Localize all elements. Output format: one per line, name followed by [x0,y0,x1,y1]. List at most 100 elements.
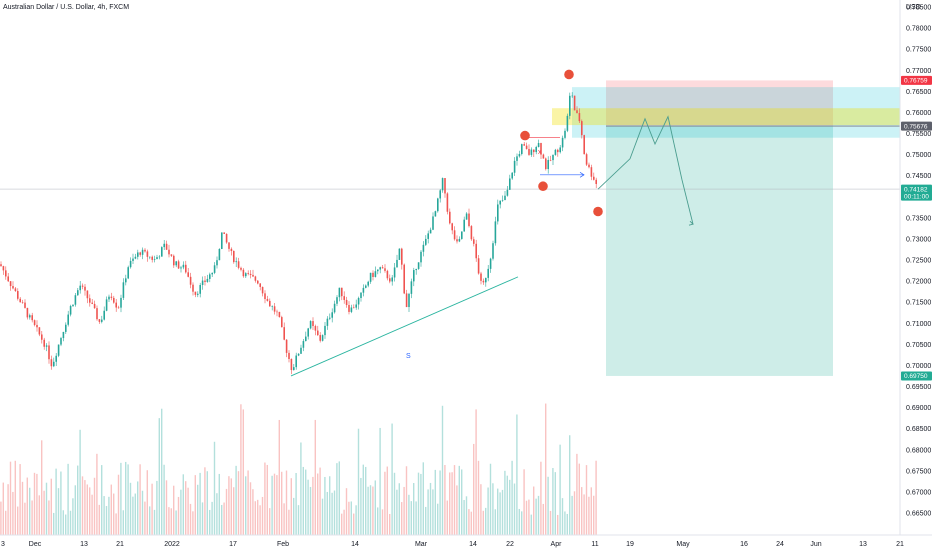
price-tick-label: 0.75500 [906,131,931,138]
volume-bar [29,487,31,535]
price-badge-label: 0.69750 [904,373,928,380]
candle-body [242,269,245,277]
candle-body [369,272,372,282]
volume-bar [240,404,242,535]
volume-bar [50,478,52,535]
candle-body [449,211,451,224]
volume-bar [324,476,326,535]
volume-bar [156,480,158,535]
price-badge-label: 0.74182 [904,186,928,193]
candle-body [199,284,201,294]
volume-bar [417,472,420,535]
candle-body [259,283,261,287]
candle-body [2,266,5,271]
candle-body [101,319,103,322]
candle-body [408,293,410,308]
candle-body [307,328,309,337]
volume-bar [499,492,501,535]
price-tick-label: 0.70000 [906,363,931,370]
candle-body [379,267,381,270]
volume-bar [470,511,472,535]
volume-bar [149,506,151,535]
volume-bar [278,419,280,535]
volume-bar [96,453,98,535]
volume-bar [69,510,72,535]
volume-bar [9,461,12,535]
candle-body [391,277,393,282]
volume-bar [545,403,547,535]
candle-body [403,264,405,294]
volume-bar [360,477,362,535]
countdown-label: 00:11:00 [904,194,929,201]
candle-body [216,260,218,266]
candle-body [441,178,444,191]
candle-body [189,276,192,285]
candle-body [465,213,468,220]
candle-body [497,204,499,222]
currency-label: USD [906,4,921,11]
candle-body [561,137,564,148]
trendline-label: S [406,353,411,360]
candle-body [477,258,480,274]
candle-body [417,262,420,269]
candle-body [60,338,62,345]
candle-body [141,249,144,255]
volume-bar [170,508,172,535]
candle-body [463,219,465,232]
volume-bar [223,502,225,535]
volume-bar [273,473,276,535]
candle-body [381,267,384,269]
candle-body [295,355,297,368]
candle-body [257,280,259,284]
price-axis[interactable]: 0.78500 0.78000 0.77500 0.77000 0.76500 0.760… [901,5,932,518]
volume-bar [43,490,45,535]
candle-body [326,318,329,326]
candle-body [249,273,252,275]
zones-layer [0,80,900,376]
volume-bar [269,508,271,535]
volume-bar [317,473,319,535]
candle-body [314,326,317,331]
candle-body [343,296,345,300]
volume-bar [530,514,532,535]
price-tick-label: 0.66500 [906,511,931,518]
candle-body [69,306,72,315]
time-tick-label: 14 [469,541,477,548]
candle-body [72,304,74,307]
volume-bar [14,460,16,535]
candle-body [525,145,528,149]
volume-bar [319,467,321,535]
candle-body [108,296,110,300]
volume-bar [161,408,163,535]
time-axis[interactable]: 3 Dec 13 21 2022 17 Feb 14 Mar 14 22 Apr 11 19 May 16 24… [1,541,904,548]
cross-mark: x [538,149,542,156]
volume-bar [153,509,156,535]
candle-body [487,268,489,278]
candle-body [84,286,86,291]
candle-body [125,278,127,283]
volume-bar [578,463,580,535]
volume-bar [557,514,559,535]
volume-bar [355,505,357,535]
candle-body [302,341,305,348]
candle-body [401,248,403,265]
volume-layer [0,403,597,535]
volume-bar [276,475,278,535]
price-tick-label: 0.68000 [906,447,931,454]
volume-bar [199,472,201,535]
price-tick-label: 0.77500 [906,47,931,54]
price-tick-label: 0.73500 [906,215,931,222]
time-tick-label: Dec [29,541,42,548]
candle-body [21,302,24,303]
volume-bar [297,505,300,535]
candle-body [446,193,449,212]
candle-body [230,248,233,251]
candle-body [360,292,362,299]
volume-bar [369,485,372,535]
candle-body [338,287,341,298]
volume-bar [134,493,136,535]
candle-body [45,345,48,347]
volume-bar [221,504,223,535]
candle-body [324,325,326,336]
